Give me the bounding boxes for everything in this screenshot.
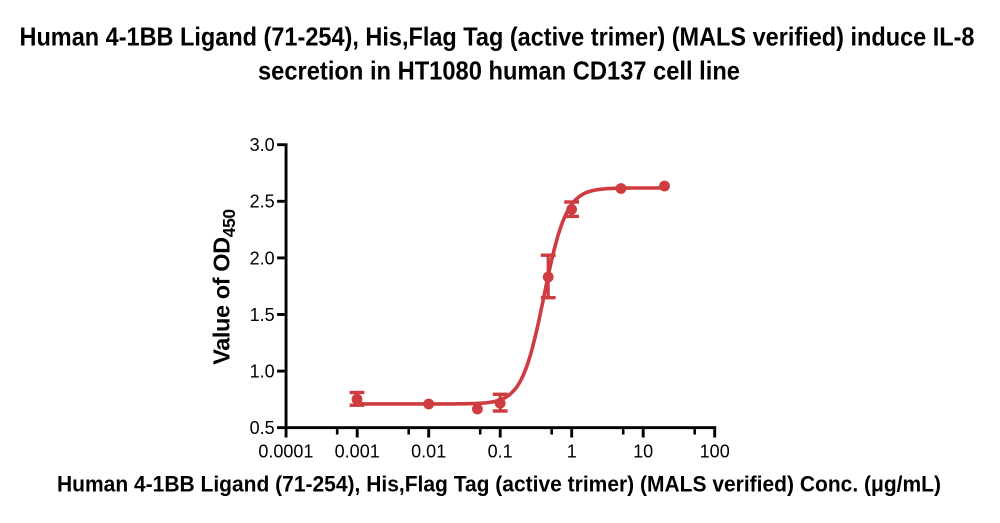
svg-text:1.0: 1.0 [250,362,275,382]
svg-text:2.0: 2.0 [250,248,275,268]
svg-text:2.5: 2.5 [250,192,275,212]
svg-text:0.001: 0.001 [335,442,380,462]
svg-text:100: 100 [700,442,730,462]
svg-text:0.01: 0.01 [411,442,446,462]
svg-text:0.5: 0.5 [250,418,275,438]
svg-text:1.5: 1.5 [250,305,275,325]
svg-text:1: 1 [567,442,577,462]
svg-text:Human 4-1BB Ligand (71-254), H: Human 4-1BB Ligand (71-254), His,Flag Ta… [20,22,975,52]
svg-text:secretion in HT1080 human CD13: secretion in HT1080 human CD137 cell lin… [258,56,740,86]
svg-text:Human 4-1BB Ligand (71-254), H: Human 4-1BB Ligand (71-254), His,Flag Ta… [57,472,941,497]
svg-text:3.0: 3.0 [250,135,275,155]
svg-text:0.1: 0.1 [488,442,513,462]
svg-text:0.0001: 0.0001 [258,442,313,462]
svg-text:10: 10 [633,442,653,462]
